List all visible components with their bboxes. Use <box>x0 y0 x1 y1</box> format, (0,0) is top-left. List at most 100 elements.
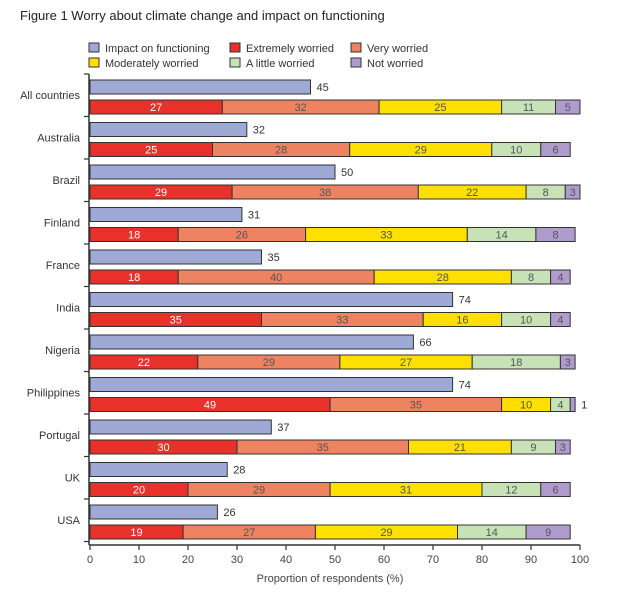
stacked-bar-segment <box>569 397 576 412</box>
impact-bar <box>89 164 336 180</box>
chart-title: Figure 1 Worry about climate change and … <box>20 8 385 23</box>
segment-value-label: 35 <box>170 315 182 327</box>
segment-value-label: 38 <box>319 187 331 199</box>
legend-label: Not worried <box>367 58 423 70</box>
impact-bar <box>89 249 262 265</box>
category-label: Australia <box>37 133 81 145</box>
impact-value-label: 35 <box>268 252 280 264</box>
segment-value-label: 8 <box>552 230 558 242</box>
segment-value-label: 29 <box>155 187 167 199</box>
segment-value-label: 29 <box>415 145 427 157</box>
segment-value-label: 10 <box>520 315 532 327</box>
category-label: Philippines <box>27 388 81 400</box>
x-tick-label: 90 <box>525 554 537 566</box>
stacked-bar-segment <box>540 142 571 157</box>
segment-value-label: 3 <box>560 442 566 454</box>
impact-value-label: 26 <box>223 507 235 519</box>
stacked-bar-segment <box>550 312 571 327</box>
segment-value-label: 4 <box>557 400 563 412</box>
segment-value-label: 14 <box>486 527 498 539</box>
stacked-bar-segment <box>535 227 576 242</box>
segment-value-label: 22 <box>466 187 478 199</box>
segment-value-label: 25 <box>434 102 446 114</box>
category-label: All countries <box>20 90 80 102</box>
legend-label: Impact on functioning <box>105 43 210 55</box>
segment-value-label: 10 <box>520 400 532 412</box>
segment-value-label: 25 <box>145 145 157 157</box>
segment-value-label: 22 <box>138 357 150 369</box>
segment-value-label: 31 <box>400 485 412 497</box>
stacked-bar-segment <box>525 524 571 540</box>
segment-value-label: 1 <box>581 400 587 412</box>
segment-value-label: 40 <box>270 272 282 284</box>
x-tick-label: 30 <box>231 554 243 566</box>
category-label: UK <box>65 473 81 485</box>
segment-value-label: 27 <box>150 102 162 114</box>
segment-value-label: 10 <box>510 145 522 157</box>
segment-value-label: 35 <box>317 442 329 454</box>
segment-value-label: 11 <box>523 102 534 114</box>
legend-label: Extremely worried <box>246 43 334 55</box>
segment-value-label: 30 <box>157 442 169 454</box>
segment-value-label: 4 <box>557 315 563 327</box>
segment-value-label: 6 <box>552 145 558 157</box>
category-label: France <box>46 260 80 272</box>
segment-value-label: 6 <box>552 485 558 497</box>
impact-bar <box>89 79 311 95</box>
segment-value-label: 16 <box>456 315 468 327</box>
impact-value-label: 74 <box>459 295 471 307</box>
segment-value-label: 49 <box>204 400 216 412</box>
x-tick-label: 80 <box>476 554 488 566</box>
x-tick-label: 40 <box>280 554 292 566</box>
x-axis-label: Proportion of respondents (%) <box>257 573 404 585</box>
segment-value-label: 35 <box>410 400 422 412</box>
category-label: Finland <box>44 218 80 230</box>
impact-bar <box>89 122 248 137</box>
legend-swatch <box>350 42 362 53</box>
x-tick-label: 100 <box>571 554 589 566</box>
impact-bar <box>89 334 414 350</box>
category-label: USA <box>57 515 80 527</box>
impact-bar <box>89 377 454 392</box>
impact-value-label: 74 <box>459 380 471 392</box>
stacked-bar-segment <box>555 99 581 115</box>
segment-value-label: 29 <box>253 485 265 497</box>
impact-value-label: 28 <box>233 465 245 477</box>
category-label: Brazil <box>52 175 80 187</box>
segment-value-label: 3 <box>570 187 576 199</box>
segment-value-label: 19 <box>130 527 142 539</box>
category-label: Portugal <box>39 430 80 442</box>
category-label: India <box>56 303 81 315</box>
impact-bar <box>89 292 454 307</box>
segment-value-label: 18 <box>128 272 140 284</box>
segment-value-label: 29 <box>263 357 275 369</box>
impact-value-label: 37 <box>277 422 289 434</box>
x-tick-label: 50 <box>329 554 341 566</box>
segment-value-label: 33 <box>336 315 348 327</box>
impact-value-label: 31 <box>248 210 260 222</box>
impact-bar <box>89 419 272 435</box>
stacked-bar-segment <box>559 354 576 370</box>
legend-swatch <box>88 57 100 68</box>
segment-value-label: 9 <box>545 527 551 539</box>
segment-value-label: 26 <box>236 230 248 242</box>
x-tick-label: 70 <box>427 554 439 566</box>
impact-value-label: 66 <box>419 337 431 349</box>
legend-label: Very worried <box>367 43 428 55</box>
segment-value-label: 27 <box>243 527 255 539</box>
segment-value-label: 21 <box>454 442 466 454</box>
legend-swatch <box>88 42 100 53</box>
segment-value-label: 8 <box>528 272 534 284</box>
stacked-bar-segment <box>555 439 571 455</box>
impact-value-label: 32 <box>253 125 265 137</box>
segment-value-label: 12 <box>505 485 517 497</box>
impact-bar <box>89 462 228 477</box>
segment-value-label: 28 <box>275 145 287 157</box>
segment-value-label: 4 <box>557 272 563 284</box>
stacked-bar-segment <box>564 184 581 200</box>
segment-value-label: 9 <box>530 442 536 454</box>
legend-label: Moderately worried <box>105 58 199 70</box>
legend-swatch <box>229 42 241 53</box>
x-tick-label: 20 <box>182 554 194 566</box>
segment-value-label: 5 <box>565 102 571 114</box>
